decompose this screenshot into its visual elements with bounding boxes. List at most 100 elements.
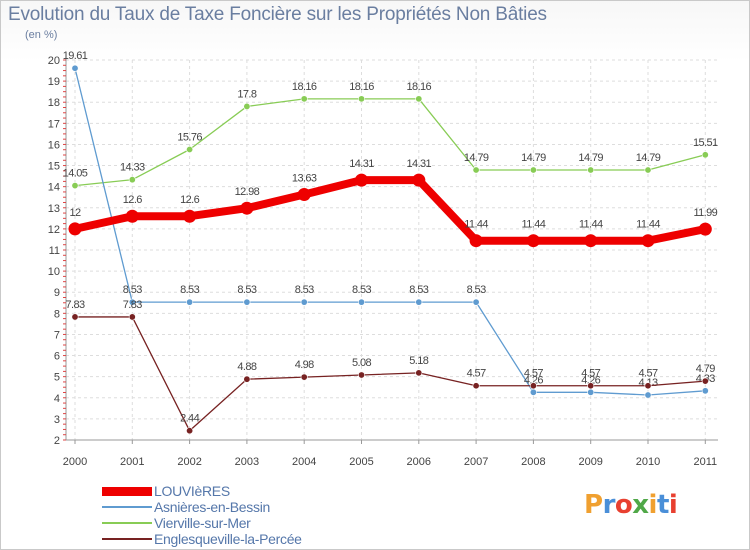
data-label: 8.53 [295,284,314,296]
data-point [472,382,480,390]
data-point [183,209,197,223]
legend-swatch [102,522,152,524]
logo-letter: r [602,490,616,520]
x-tick-label: 2001 [120,456,144,468]
data-label: 11.44 [464,219,488,231]
data-point [240,201,254,215]
series-2: 19.61 8.53 8.53 8.53 8.53 8.53 8.53 8.53 4.26 4.2… [63,50,716,399]
y-tick-label: 3 [54,414,60,426]
legend-label: Vierville-sur-Mer [154,515,251,531]
data-point [243,102,251,110]
data-label: 11.44 [579,219,603,231]
data-point [186,298,194,306]
data-label: 4.88 [237,361,256,373]
data-point [587,388,595,396]
data-label: 8.53 [467,284,486,296]
data-label: 18.16 [407,81,432,93]
series-1: 12 12.6 12.6 12.98 13.63 14.31 14.31 11.44 11.44… [68,158,718,248]
data-label: 2.44 [180,413,199,425]
logo-letter: o [614,490,633,520]
series-line [75,316,706,432]
data-label: 15.76 [177,132,202,144]
y-tick-label: 16 [48,139,60,151]
data-label: 7.83 [123,299,142,311]
data-point [412,173,426,187]
data-label: 14.79 [521,152,546,164]
x-tick-label: 2005 [349,456,373,468]
data-point [644,166,652,174]
data-label: 4.26 [581,374,600,386]
data-label: 11.44 [522,219,546,231]
data-point [644,391,652,399]
logo-letter: i [668,490,678,520]
data-label: 5.08 [352,357,371,369]
data-label: 18.16 [349,81,374,93]
x-tick-label: 2006 [407,456,431,468]
x-tick-label: 2011 [693,456,717,468]
data-label: 18.16 [292,81,317,93]
series-3: 14.05 14.33 15.76 17.8 18.16 18.16 18.16 14.79 1… [63,81,719,190]
data-point [68,222,82,236]
data-label: 15.51 [693,137,718,149]
data-label: 14.79 [578,152,603,164]
legend-swatch [102,538,152,540]
data-point [186,146,194,154]
x-tick-label: 2002 [177,456,201,468]
data-point [472,166,480,174]
data-label: 8.53 [123,284,142,296]
unit-label: (en %) [25,29,58,41]
data-point [701,151,709,159]
data-point [128,176,136,184]
x-tick-label: 2000 [63,456,87,468]
data-point [415,95,423,103]
series-line [74,98,706,187]
data-point [644,382,652,390]
y-tick-label: 13 [48,203,60,215]
y-tick-label: 19 [48,76,60,88]
data-label: 12.6 [123,194,142,206]
data-label: 4.57 [524,368,543,380]
data-label: 17.8 [237,88,256,100]
data-point [357,95,365,103]
data-label: 4.57 [638,368,657,380]
x-tick-label: 2007 [464,456,488,468]
data-point [243,298,251,306]
series-line [74,68,706,396]
data-label: 14.05 [63,168,88,180]
data-label: 12.6 [180,194,199,206]
data-point [357,371,365,379]
y-tick-label: 12 [48,224,60,236]
data-label: 13.63 [292,172,317,184]
x-tick-label: 2010 [636,456,660,468]
legend-label: LOUVIèRES [154,483,230,499]
data-point [587,166,595,174]
y-tick-label: 2 [54,435,60,447]
data-point [472,298,480,306]
data-point [701,387,709,395]
data-point [641,234,655,248]
data-point [71,313,79,321]
y-tick-label: 7 [54,329,60,341]
legend-swatch [102,486,152,496]
series-4: 7.83 7.83 2.44 4.88 4.98 5.08 5.18 4.57 4.57 4.57… [65,299,716,435]
y-tick-label: 11 [49,245,60,257]
x-tick-label: 2008 [521,456,545,468]
x-tick-label: 2009 [578,456,602,468]
y-tick-label: 17 [48,118,60,130]
y-tick-label: 6 [54,351,60,363]
data-label: 14.31 [407,158,432,170]
data-point [243,375,251,383]
data-point [529,388,537,396]
data-label: 4.57 [467,368,486,380]
series-line [74,176,707,245]
data-label: 5.18 [409,355,428,367]
data-label: 19.61 [63,50,88,62]
data-point [186,427,194,435]
logo-letter: x [632,490,649,520]
y-tick-label: 8 [54,308,60,320]
data-point [128,298,136,306]
data-point [698,222,712,236]
logo-letter: t [656,490,669,520]
logo-letter: i [648,490,658,520]
data-label: 14.31 [349,158,374,170]
